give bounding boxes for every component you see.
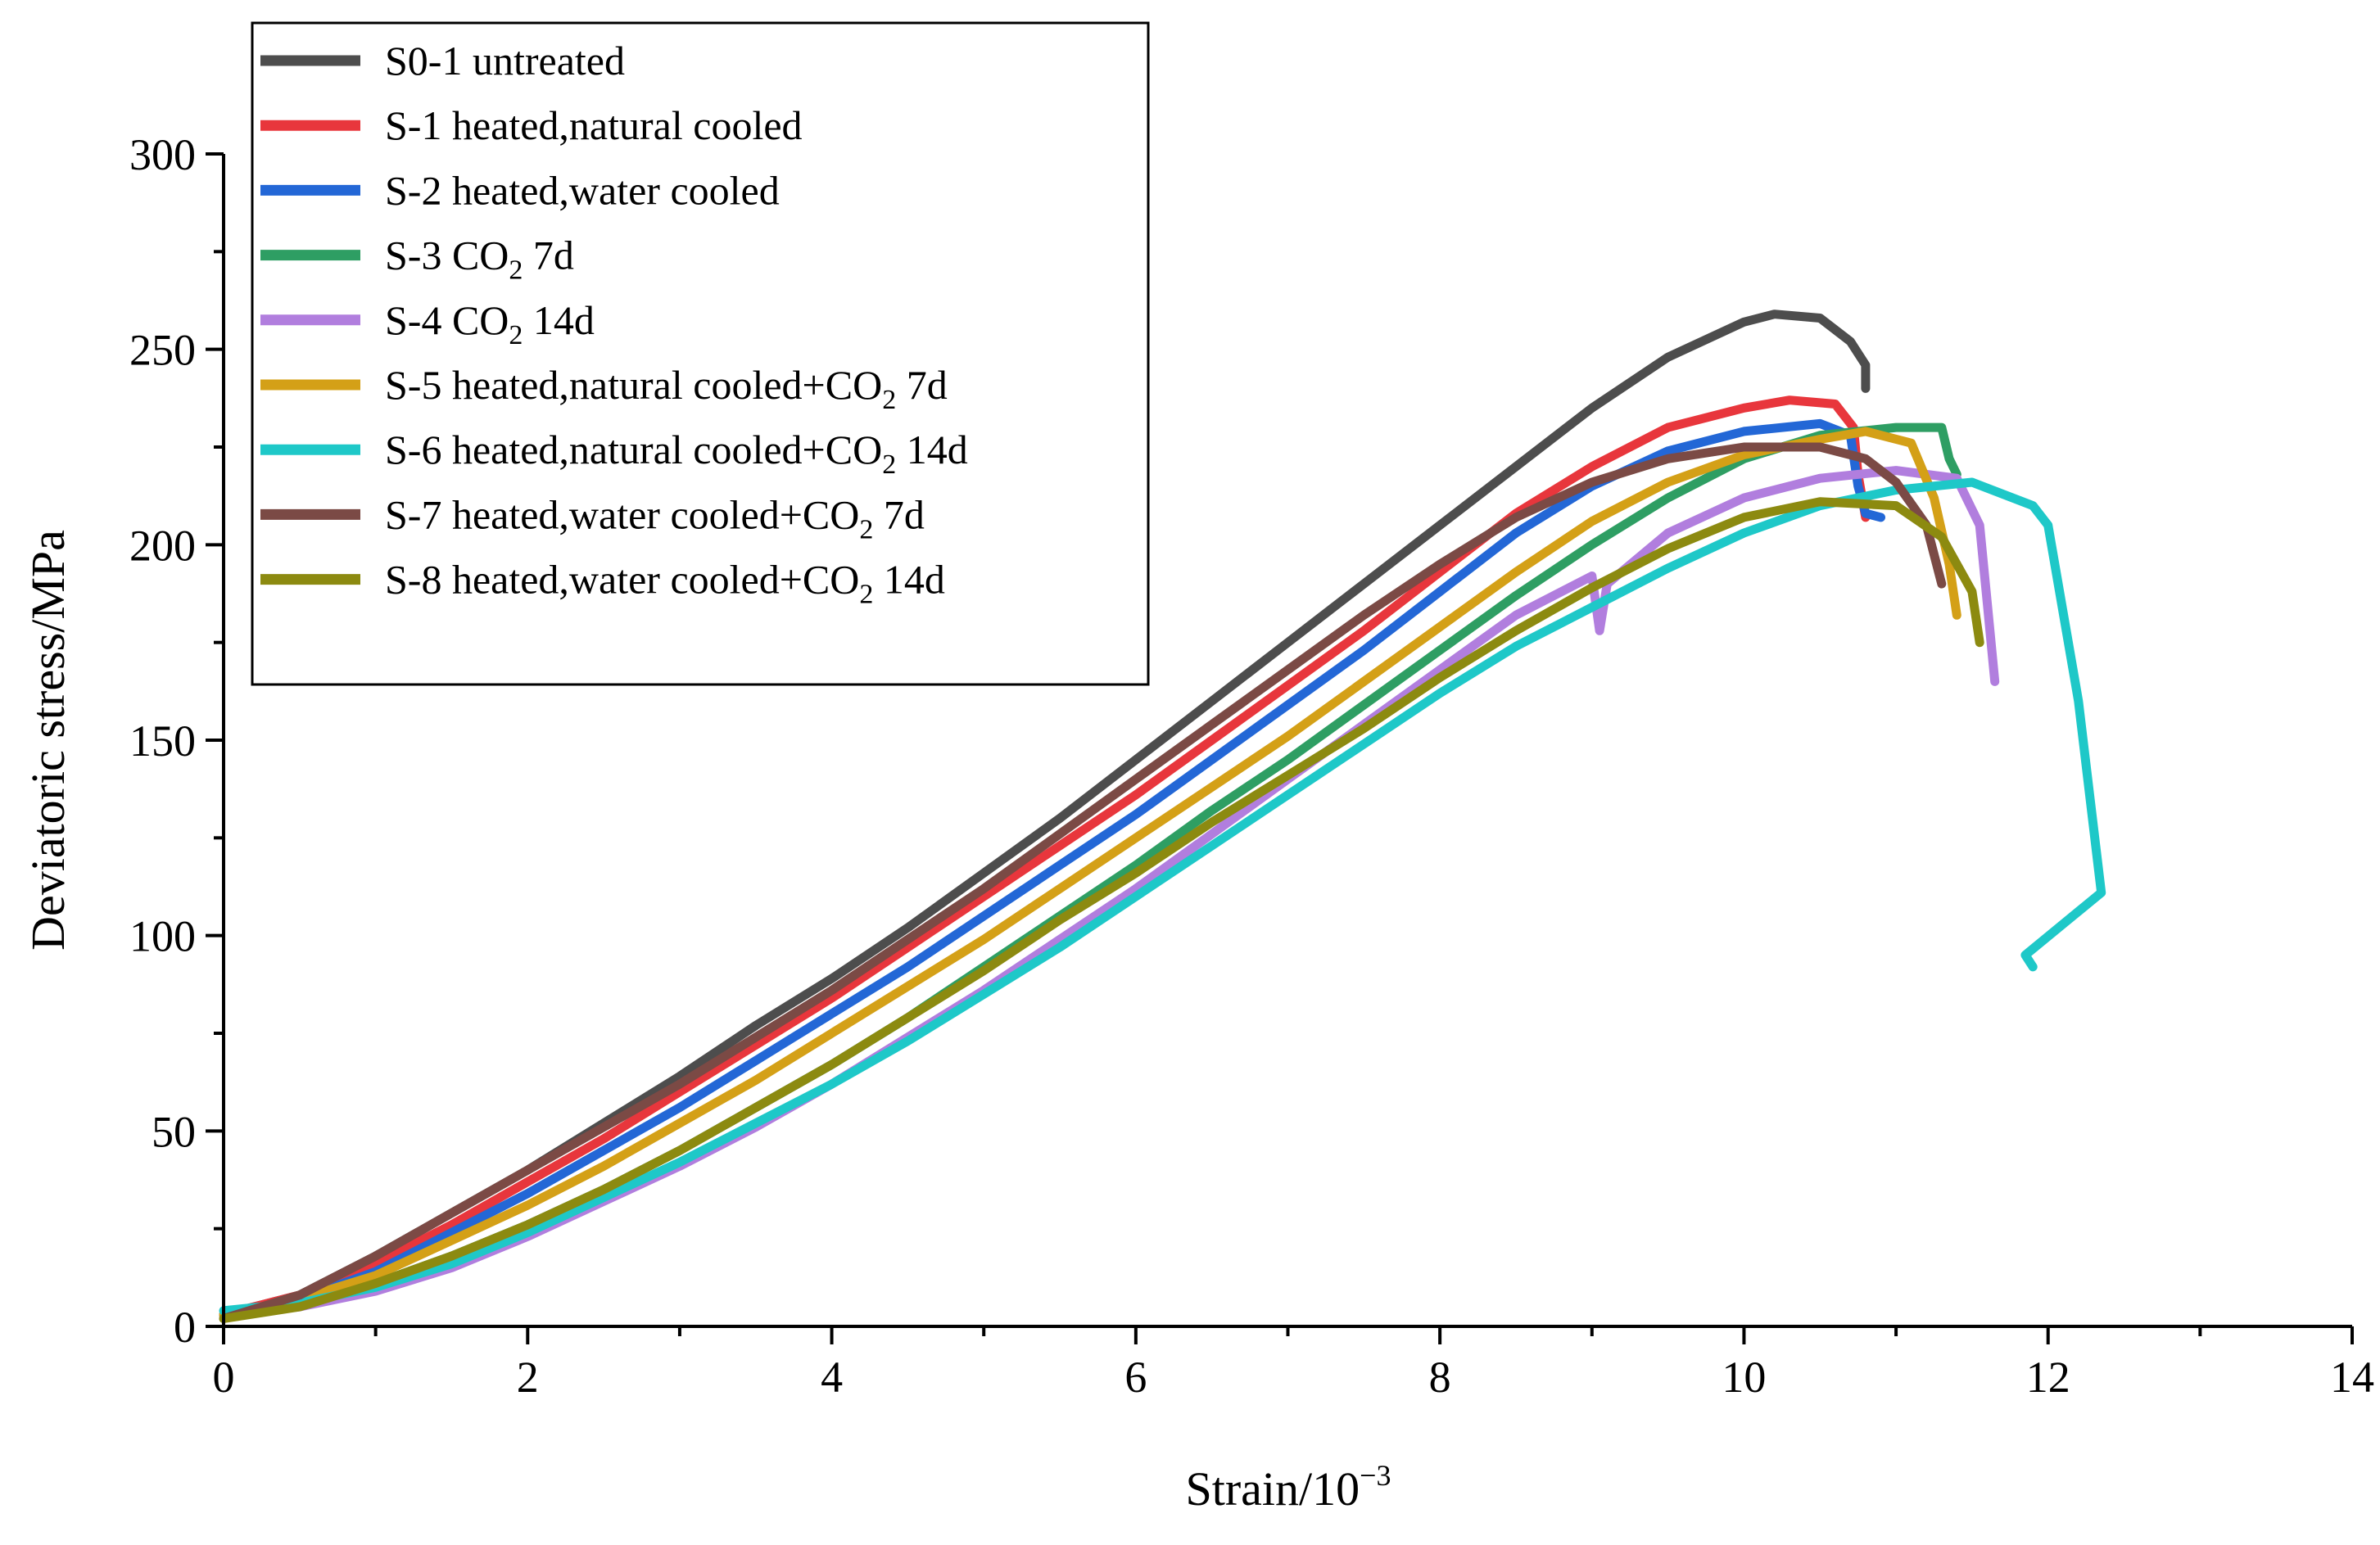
x-tick-label: 6 bbox=[1124, 1353, 1147, 1402]
series-line-3 bbox=[219, 418, 1885, 1320]
legend-label-text: S-5 heated,natural cooled+CO bbox=[385, 362, 882, 408]
x-axis-title-exponent: −3 bbox=[1360, 1459, 1391, 1492]
legend-entry: S-3 CO2 7d bbox=[260, 233, 574, 286]
axes-frame bbox=[222, 154, 2352, 1328]
legend-label-suffix: 14d bbox=[873, 557, 945, 603]
legend-label-text: S-3 CO bbox=[385, 233, 509, 278]
legend-label: S-8 heated,water cooled+CO2 14d bbox=[385, 557, 945, 610]
y-tick-label: 300 bbox=[129, 130, 196, 179]
legend-label-subscript: 2 bbox=[882, 385, 896, 415]
plot-series bbox=[219, 309, 2106, 1323]
x-tick-label: 8 bbox=[1429, 1353, 1451, 1402]
legend-entry: S-5 heated,natural cooled+CO2 7d bbox=[260, 362, 948, 415]
y-axis-title: Deviatoric stress/MPa bbox=[21, 530, 75, 951]
legend-label-subscript: 2 bbox=[509, 320, 523, 350]
x-axis-title-base: Strain/10 bbox=[1186, 1462, 1360, 1516]
legend-label: S-7 heated,water cooled+CO2 7d bbox=[385, 491, 925, 544]
legend-label-text: S-7 heated,water cooled+CO bbox=[385, 491, 859, 537]
x-tick-label: 0 bbox=[213, 1353, 235, 1402]
series-line-9 bbox=[219, 497, 1984, 1323]
y-tick-label: 50 bbox=[152, 1107, 196, 1156]
legend-entry: S-8 heated,water cooled+CO2 14d bbox=[260, 557, 945, 610]
legend-entry: S-6 heated,natural cooled+CO2 14d bbox=[260, 427, 968, 480]
legend-label: S-3 CO2 7d bbox=[385, 233, 574, 286]
legend-label-suffix: 14d bbox=[523, 297, 595, 343]
legend-label-subscript: 2 bbox=[882, 449, 896, 480]
legend-label: S-6 heated,natural cooled+CO2 14d bbox=[385, 427, 968, 480]
y-tick-label: 150 bbox=[129, 716, 196, 766]
legend-label: S-5 heated,natural cooled+CO2 7d bbox=[385, 362, 948, 415]
legend-box bbox=[251, 21, 1150, 686]
legend-label-suffix: 14d bbox=[896, 427, 968, 472]
legend-label-text: S-8 heated,water cooled+CO bbox=[385, 557, 859, 603]
legend-label-text: S-2 heated,water cooled bbox=[385, 167, 780, 213]
x-tick-label: 14 bbox=[2330, 1353, 2374, 1402]
legend-entry: S-7 heated,water cooled+CO2 7d bbox=[260, 491, 925, 544]
legend-label-text: S-1 heated,natural cooled bbox=[385, 102, 803, 148]
x-tick-label: 4 bbox=[821, 1353, 843, 1402]
x-axis-title: Strain/10−3 bbox=[1186, 1459, 1391, 1516]
legend-label-subscript: 2 bbox=[509, 255, 523, 286]
legend: S0-1 untreated S-1 heated,natural cooled S… bbox=[251, 21, 1150, 686]
legend-label-suffix: 7d bbox=[523, 233, 574, 278]
legend-label: S-2 heated,water cooled bbox=[385, 167, 780, 213]
y-tick-label: 200 bbox=[129, 521, 196, 570]
legend-label-text: S-6 heated,natural cooled+CO bbox=[385, 427, 882, 472]
series-line-6 bbox=[219, 427, 1961, 1320]
x-tick-label: 2 bbox=[517, 1353, 539, 1402]
legend-entry: S-2 heated,water cooled bbox=[260, 167, 780, 213]
legend-label-text: S-4 CO bbox=[385, 297, 509, 343]
x-tick-label: 10 bbox=[1722, 1353, 1766, 1402]
axis-ticks: 0 50 100 150 200 250 300 0 2 4 6 8 10 12 14 bbox=[129, 130, 2374, 1402]
legend-label-text: S0-1 untreated bbox=[385, 38, 625, 84]
legend-label-suffix: 7d bbox=[873, 491, 925, 537]
legend-label: S-4 CO2 14d bbox=[385, 297, 595, 350]
legend-label-subscript: 2 bbox=[859, 580, 873, 610]
y-tick-label: 0 bbox=[174, 1303, 196, 1352]
x-tick-label: 12 bbox=[2026, 1353, 2070, 1402]
legend-entry: S-4 CO2 14d bbox=[260, 297, 595, 350]
y-tick-label: 250 bbox=[129, 326, 196, 375]
legend-label: S-1 heated,natural cooled bbox=[385, 102, 803, 148]
legend-label-subscript: 2 bbox=[859, 514, 873, 544]
series-line-2 bbox=[219, 395, 1871, 1320]
legend-label-suffix: 7d bbox=[896, 362, 948, 408]
legend-entry: S0-1 untreated bbox=[260, 38, 625, 84]
legend-entry: S-1 heated,natural cooled bbox=[260, 102, 803, 148]
legend-label: S0-1 untreated bbox=[385, 38, 625, 84]
series-line-8 bbox=[219, 442, 1947, 1323]
y-tick-label: 100 bbox=[129, 912, 196, 961]
series-line-7 bbox=[219, 477, 2106, 1316]
